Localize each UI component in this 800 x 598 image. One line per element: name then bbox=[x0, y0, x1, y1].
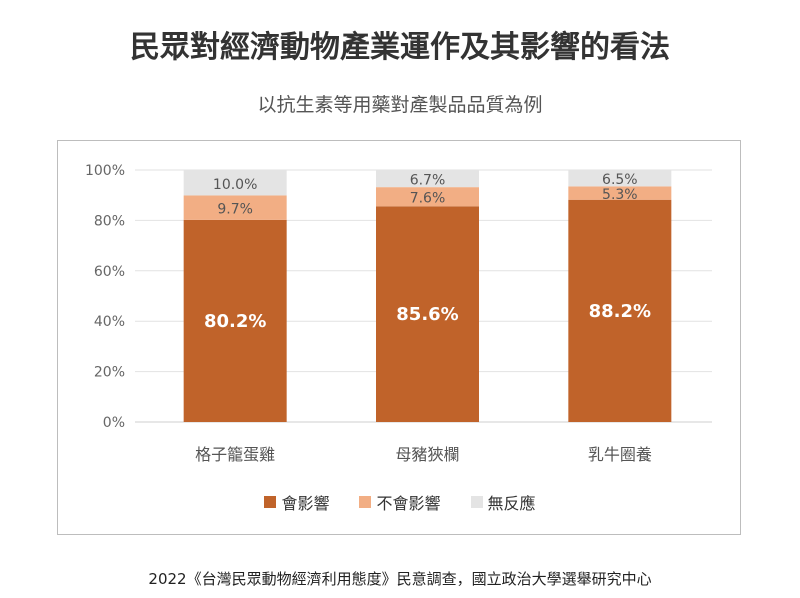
page-title: 民眾對經濟動物產業運作及其影響的看法 bbox=[130, 30, 670, 65]
bar-2-2 bbox=[568, 170, 672, 187]
data-label: 85.6% bbox=[396, 304, 458, 325]
x-tick-label: 格子籠蛋雞 bbox=[195, 445, 275, 464]
data-label: 9.7% bbox=[217, 202, 253, 218]
legend-label: 不會影響 bbox=[376, 494, 441, 513]
legend-label: 會影響 bbox=[281, 494, 330, 513]
legend-swatch bbox=[359, 496, 372, 508]
y-tick-label: 60% bbox=[94, 264, 125, 280]
bar-0-0 bbox=[183, 219, 287, 422]
data-label: 6.7% bbox=[410, 173, 446, 189]
legend: 會影響 不會影響 無反應 bbox=[0, 490, 800, 514]
bar-0-2 bbox=[568, 199, 672, 422]
y-tick-label: 0% bbox=[103, 415, 125, 431]
bar-2-0 bbox=[183, 170, 287, 196]
data-label: 88.2% bbox=[589, 301, 651, 322]
chart-frame bbox=[57, 140, 741, 535]
data-label: 5.3% bbox=[602, 187, 638, 203]
legend-swatch bbox=[470, 496, 483, 508]
legend-item: 不會影響 bbox=[359, 490, 441, 514]
bar-1-0 bbox=[183, 195, 287, 220]
bar-0-1 bbox=[376, 206, 479, 422]
data-label: 80.2% bbox=[204, 311, 266, 332]
source-note: 2022《台灣民眾動物經濟利用態度》民意調查，國立政治大學選舉研究中心 bbox=[148, 570, 652, 588]
bar-2-1 bbox=[376, 170, 479, 188]
x-tick-label: 乳牛圈養 bbox=[588, 445, 652, 464]
y-tick-label: 100% bbox=[85, 163, 125, 179]
data-label: 7.6% bbox=[410, 191, 446, 207]
legend-swatch bbox=[264, 496, 277, 508]
legend-label: 無反應 bbox=[487, 494, 536, 513]
y-tick-label: 80% bbox=[94, 213, 125, 229]
y-tick-label: 40% bbox=[94, 314, 125, 330]
legend-item: 會影響 bbox=[264, 490, 329, 514]
bar-1-1 bbox=[376, 187, 479, 207]
chart-subtitle: 以抗生素等用藥對產製品品質為例 bbox=[257, 94, 543, 116]
bar-1-2 bbox=[568, 186, 672, 200]
y-tick-label: 20% bbox=[94, 365, 125, 381]
legend-item: 無反應 bbox=[470, 490, 536, 514]
data-label: 10.0% bbox=[213, 177, 257, 193]
x-tick-label: 母豬狹欄 bbox=[395, 445, 459, 464]
data-label: 6.5% bbox=[602, 172, 638, 188]
